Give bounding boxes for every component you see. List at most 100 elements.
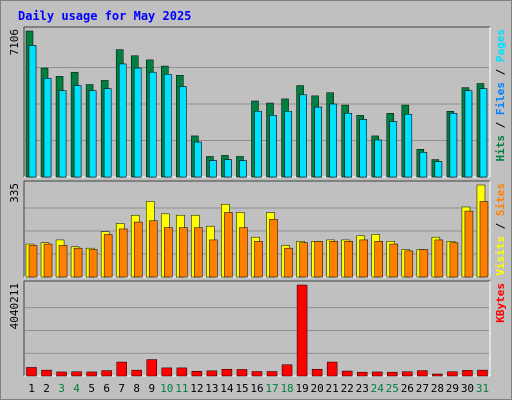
bar-pages — [239, 160, 247, 178]
panel-frame — [23, 280, 491, 377]
legend-text-1: / — [494, 115, 507, 135]
legend-text-1: / — [494, 216, 507, 236]
bar-pages — [314, 106, 322, 178]
bar-pages — [449, 113, 458, 178]
bar-sites — [239, 227, 248, 278]
bar-kbytes — [176, 367, 188, 377]
bar-kbytes — [116, 361, 127, 377]
bar-sites — [58, 245, 68, 278]
bar-sites — [179, 227, 188, 278]
legend-text-0: Hits — [494, 135, 507, 162]
x-tick-label: 30 — [461, 382, 474, 395]
bar-pages — [73, 85, 82, 178]
bar-pages — [284, 111, 292, 178]
bar-pages — [179, 86, 187, 178]
x-tick-label: 1 — [28, 382, 35, 395]
x-tick-label: 8 — [133, 382, 140, 395]
bar-sites — [299, 242, 308, 278]
bar-pages — [479, 88, 488, 178]
bar-kbytes — [402, 371, 413, 377]
bar-kbytes — [296, 284, 308, 377]
bar-sites — [149, 220, 158, 278]
x-tick-label: 24 — [371, 382, 385, 395]
bar-kbytes — [146, 359, 158, 377]
bar-sites — [464, 210, 474, 278]
bar-kbytes — [251, 371, 263, 377]
bar-kbytes — [236, 369, 248, 377]
bar-pages — [404, 114, 413, 178]
bar-pages — [254, 111, 262, 178]
legend-label: KBytes — [494, 283, 507, 323]
y-max-label: 4040211 — [8, 283, 21, 329]
legend-text-3: / — [494, 62, 507, 82]
x-tick-label: 5 — [88, 382, 95, 395]
bar-pages — [88, 90, 97, 178]
x-tick-label: 25 — [386, 382, 399, 395]
x-tick-label: 20 — [311, 382, 324, 395]
bar-pages — [329, 103, 337, 178]
bar-sites — [419, 249, 429, 278]
y-max-label: 7106 — [8, 29, 21, 56]
bar-sites — [194, 227, 203, 278]
bar-kbytes — [417, 370, 428, 377]
bar-kbytes — [371, 371, 383, 377]
x-tick-label: 28 — [431, 382, 444, 395]
bar-pages — [344, 113, 352, 178]
bar-sites — [314, 241, 323, 278]
bar-kbytes — [432, 373, 443, 377]
x-tick-label: 11 — [175, 382, 188, 395]
bar-pages — [299, 94, 307, 178]
bar-sites — [359, 239, 368, 278]
bar-kbytes — [71, 371, 82, 377]
legend-text-0: Visits — [494, 236, 507, 276]
panel-middle: 335 Visits / Sites — [8, 180, 507, 278]
bar-pages — [209, 160, 217, 178]
bar-kbytes — [206, 370, 218, 377]
bar-pages — [58, 90, 67, 178]
bar-sites — [164, 227, 173, 278]
bar-pages — [419, 152, 428, 178]
legend-text-4: Pages — [494, 29, 507, 62]
legend-text-2: Files — [494, 82, 507, 115]
bar-kbytes — [101, 370, 112, 377]
bar-kbytes — [161, 367, 173, 377]
bar-pages — [133, 67, 142, 178]
bar-pages — [269, 115, 277, 178]
bar-kbytes — [447, 371, 458, 377]
bar-sites — [284, 247, 293, 278]
legend-label: Visits / Sites — [494, 183, 507, 276]
x-tick-label: 29 — [446, 382, 459, 395]
x-tick-label: 2 — [43, 382, 50, 395]
bar-pages — [374, 139, 382, 178]
bar-sites — [254, 241, 263, 278]
legend-label: Hits / Files / Pages — [494, 29, 507, 162]
bar-kbytes — [56, 371, 67, 377]
x-tick-label: 12 — [190, 382, 203, 395]
bar-pages — [224, 159, 232, 178]
x-tick-label: 23 — [356, 382, 369, 395]
chart-panels: 7106 Hits / Files / Pages 335 Visits / Site… — [8, 26, 507, 377]
legend-text-2: Sites — [494, 183, 507, 216]
bar-kbytes — [341, 370, 353, 377]
bar-kbytes — [221, 368, 233, 377]
y-max-label: 335 — [8, 183, 21, 203]
x-axis-day-labels: 1 2 3 4 5 6 7 8 9 10 11 12 13 14 15 16 17 18 19 20 21 22 23 24 2… — [28, 382, 489, 395]
bar-pages — [359, 119, 367, 178]
x-tick-label: 9 — [148, 382, 155, 395]
bar-sites — [88, 249, 98, 278]
x-tick-label: 3 — [58, 382, 65, 395]
bar-sites — [133, 221, 143, 278]
bar-pages — [103, 88, 112, 178]
bar-sites — [449, 242, 459, 278]
bar-sites — [28, 245, 38, 278]
bar-kbytes — [191, 371, 203, 377]
bar-kbytes — [387, 371, 398, 377]
x-tick-label: 17 — [265, 382, 278, 395]
bar-sites — [374, 241, 383, 278]
bar-pages — [389, 121, 398, 178]
bar-kbytes — [281, 364, 293, 377]
bar-sites — [209, 239, 218, 278]
bar-pages — [28, 45, 37, 178]
bar-sites — [404, 250, 414, 278]
